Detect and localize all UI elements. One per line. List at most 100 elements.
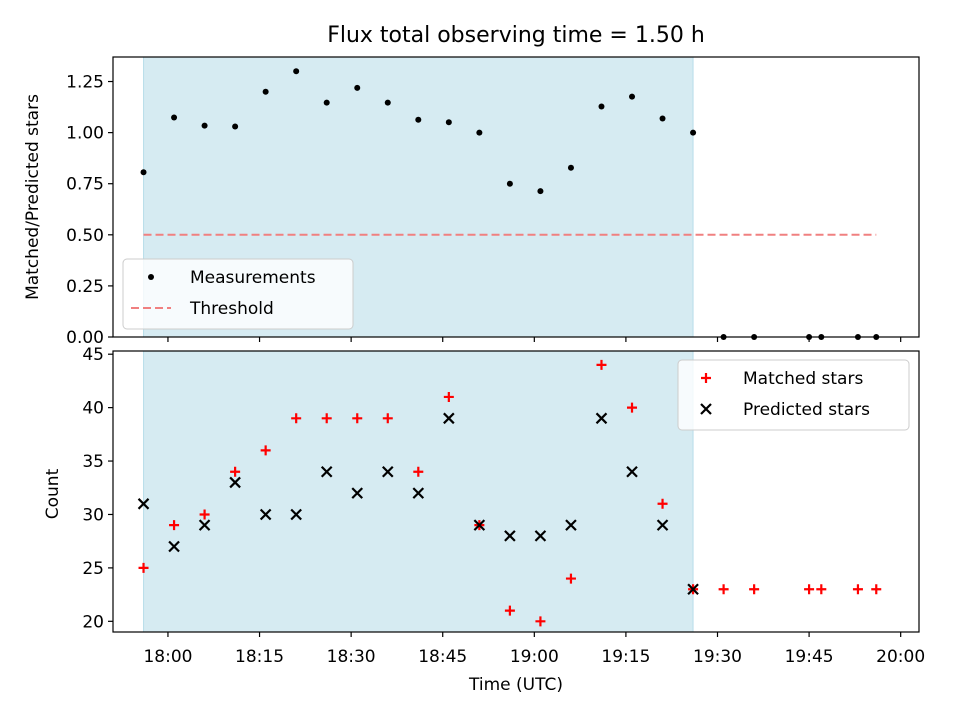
x-axis-label: Time (UTC): [468, 675, 563, 695]
matched-stars-point: [804, 584, 815, 595]
legend-box: [122, 258, 354, 330]
matched-stars-point: [138, 562, 149, 573]
y-tick-label: 1.25: [66, 73, 104, 93]
measurement-point: [140, 169, 147, 176]
matched-stars-point: [352, 413, 363, 424]
top-panel: 0.00 0.25 0.50 0.75 1.00 1.25 Measurements Thre…: [66, 56, 920, 348]
predicted-stars-point: [687, 583, 699, 596]
matched-stars-point: [321, 413, 332, 424]
x-tick-label: 19:45: [785, 647, 834, 667]
matched-stars-point: [260, 445, 271, 456]
series-predicted-stars: [137, 412, 699, 596]
predicted-stars-point: [504, 530, 516, 542]
matched-stars-point: [596, 359, 607, 370]
matched-stars-point: [565, 573, 576, 584]
matched-stars-point: [718, 584, 729, 595]
measurement-point: [506, 180, 513, 187]
bottom-panel: 20 25 30 35 40 45 18:00 18:15 18:30 18:45 19:00 19:…: [82, 345, 925, 667]
legend-label: Predicted stars: [743, 400, 870, 420]
y-tick-label: 25: [82, 559, 104, 579]
matched-stars-point: [852, 584, 863, 595]
measurement-point: [537, 188, 544, 195]
legend-label: Threshold: [189, 299, 274, 319]
predicted-stars-point: [412, 487, 425, 499]
measurement-point: [567, 164, 574, 171]
matched-stars-point: [230, 466, 241, 477]
matched-stars-point: [504, 605, 515, 616]
predicted-stars-point: [381, 465, 394, 478]
predicted-stars-point: [137, 498, 150, 510]
measurement-point: [690, 129, 697, 136]
x-tick-label: 19:00: [510, 647, 559, 667]
measurement-point: [598, 103, 605, 110]
top-y-axis-label: Matched/Predicted stars: [23, 94, 43, 300]
y-tick-label: 0.50: [66, 226, 104, 246]
matched-stars-point: [749, 584, 760, 595]
legend-label: Measurements: [190, 268, 316, 288]
measurement-point: [293, 68, 300, 75]
x-tick-label: 18:15: [235, 647, 284, 667]
matched-stars-point: [657, 498, 668, 509]
measurement-point: [384, 99, 391, 106]
matched-stars-point: [871, 584, 882, 595]
y-tick-label: 35: [82, 452, 104, 472]
y-tick-label: 1.00: [66, 124, 104, 144]
predicted-stars-point: [198, 519, 211, 531]
measurement-point: [171, 114, 178, 121]
measurement-point: [445, 119, 452, 126]
legend: Measurements Threshold: [122, 258, 354, 330]
matched-stars-point: [443, 391, 454, 402]
axes-frame: [112, 56, 920, 338]
y-tick-label: 0.75: [66, 175, 104, 195]
measurement-point: [201, 122, 208, 129]
y-tick-label: 20: [82, 612, 104, 632]
matched-stars-point: [382, 413, 393, 424]
predicted-stars-point: [259, 508, 272, 521]
x-tick-label: 19:15: [601, 647, 650, 667]
x-tick-label: 20:00: [876, 647, 925, 667]
legend-plus-marker: [701, 373, 711, 383]
x-tick-label: 19:30: [693, 647, 742, 667]
y-tick-label: 0.00: [66, 328, 104, 348]
y-tick-label: 30: [82, 505, 104, 525]
predicted-stars-point: [229, 476, 241, 489]
predicted-stars-point: [595, 412, 608, 425]
shaded-interval: [143, 350, 694, 633]
y-tick-label: 45: [82, 345, 104, 365]
measurement-point: [476, 129, 483, 136]
matched-stars-point: [291, 413, 302, 424]
series-matched-stars: [138, 359, 882, 627]
matched-stars-point: [535, 616, 546, 627]
legend: Matched stars Predicted stars: [677, 359, 910, 431]
measurement-point: [629, 93, 636, 100]
measurement-point: [262, 88, 269, 95]
measurement-point: [659, 115, 666, 122]
matched-stars-point: [169, 520, 180, 531]
x-tick-label: 18:30: [327, 647, 376, 667]
predicted-stars-point: [443, 412, 455, 425]
predicted-stars-point: [626, 465, 638, 478]
axes-frame: [112, 350, 920, 633]
matched-stars-point: [627, 402, 638, 413]
x-tick-label: 18:00: [143, 647, 192, 667]
legend-dot-marker: [148, 274, 154, 280]
legend-box: [677, 359, 910, 431]
matched-stars-point: [413, 466, 424, 477]
x-tick-label: 18:45: [418, 647, 467, 667]
predicted-stars-point: [320, 465, 333, 478]
predicted-stars-point: [534, 530, 547, 542]
matched-stars-point: [816, 584, 827, 595]
bottom-y-axis-label: Count: [43, 468, 63, 519]
y-tick-label: 40: [82, 399, 104, 419]
predicted-stars-point: [351, 487, 364, 499]
predicted-stars-point: [473, 519, 486, 531]
y-tick-label: 0.25: [66, 277, 104, 297]
measurement-point: [232, 123, 239, 130]
legend-label: Matched stars: [743, 369, 863, 389]
predicted-stars-point: [656, 519, 669, 531]
predicted-stars-point: [565, 519, 577, 531]
matched-stars-point: [199, 509, 210, 520]
measurement-point: [415, 116, 422, 123]
measurement-point: [354, 84, 361, 91]
